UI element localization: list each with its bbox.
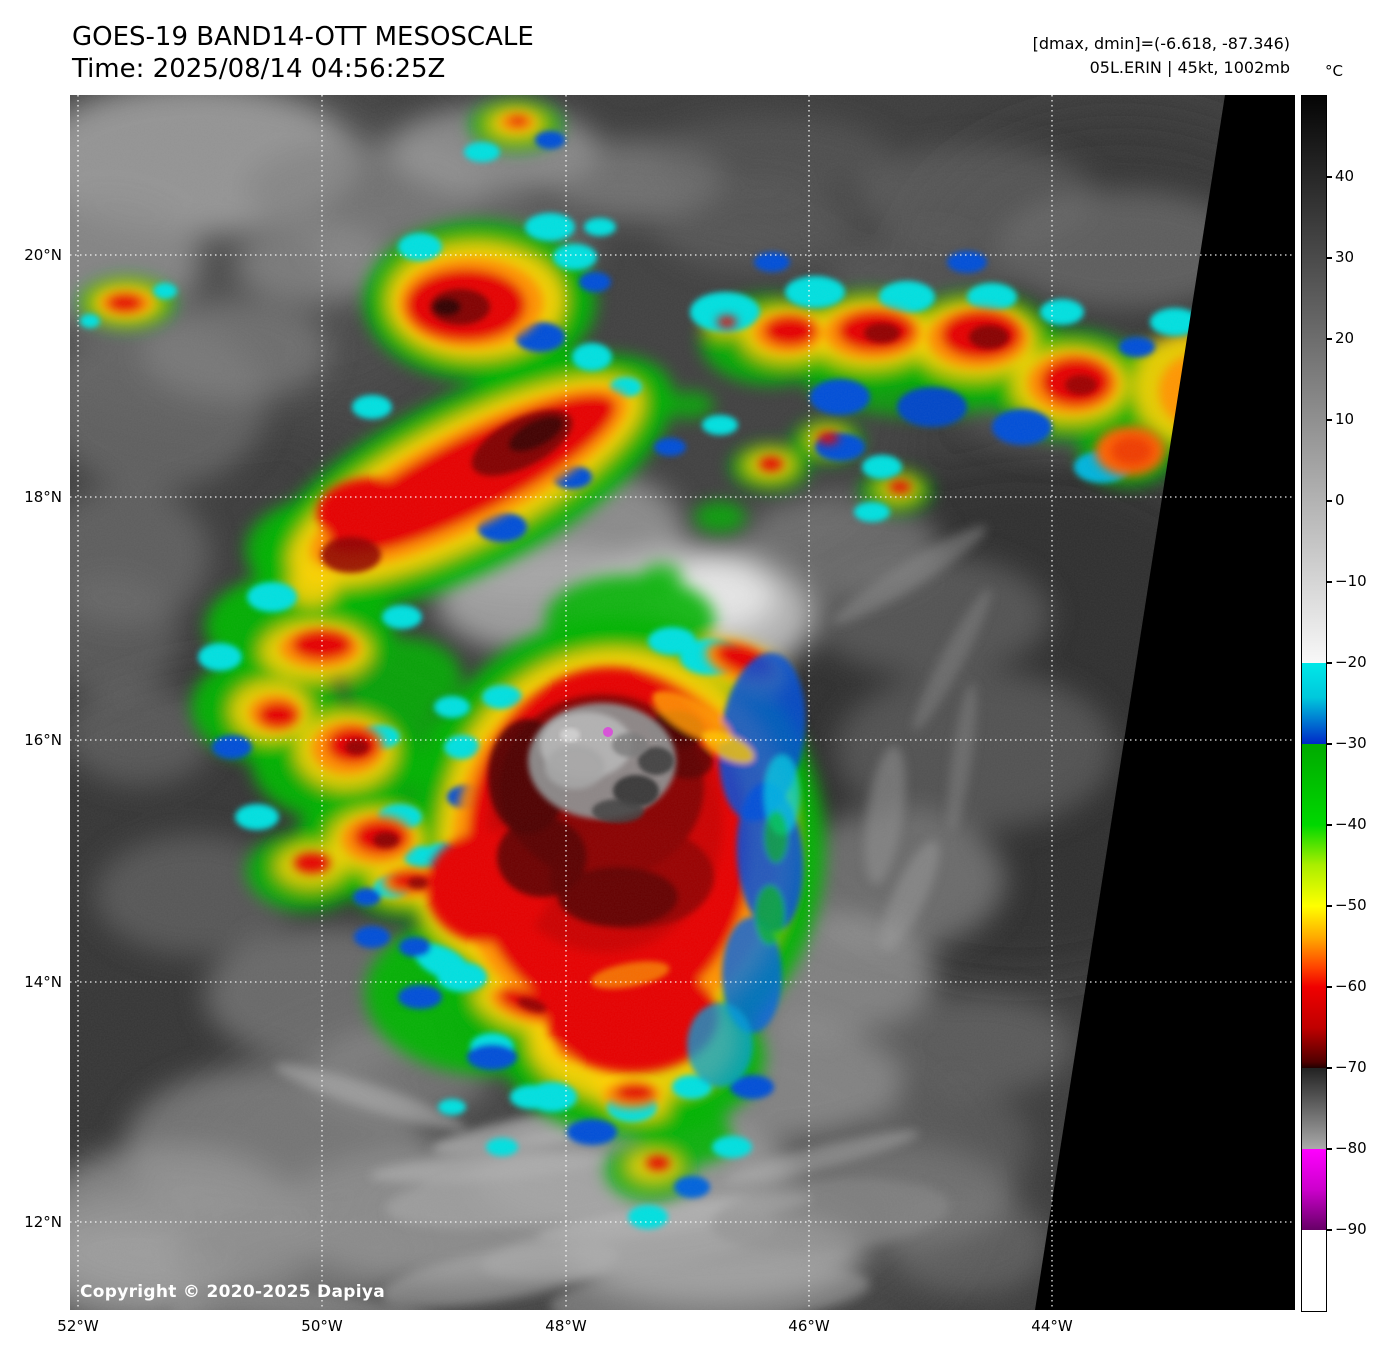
colorbar-tick-label: −20 (1335, 653, 1367, 671)
colorbar-tick-label: 30 (1335, 248, 1355, 266)
colorbar-tick (1327, 986, 1332, 988)
colorbar-tick-label: 0 (1335, 491, 1345, 509)
colorbar-tick (1327, 1229, 1332, 1231)
lat-label: 20°N (24, 246, 62, 264)
colorbar-tick (1327, 743, 1332, 745)
lon-label: 52°W (57, 1317, 99, 1335)
colorbar-tick-label: −50 (1335, 896, 1367, 914)
lat-label: 12°N (24, 1213, 62, 1231)
colorbar-tick (1327, 905, 1332, 907)
colorbar-tick (1327, 581, 1332, 583)
lon-label: 44°W (1031, 1317, 1073, 1335)
lat-label: 16°N (24, 731, 62, 749)
colorbar-tick (1327, 419, 1332, 421)
storm-info: 05L.ERIN | 45kt, 1002mb (1089, 58, 1290, 77)
colorbar-tick-label: 40 (1335, 167, 1355, 185)
colorbar-tick-label: −40 (1335, 815, 1367, 833)
colorbar-tick-label: 20 (1335, 329, 1355, 347)
colorbar-tick (1327, 500, 1332, 502)
lon-label: 50°W (301, 1317, 343, 1335)
colorbar-unit: °C (1325, 62, 1343, 80)
colorbar (1301, 95, 1327, 1312)
colorbar-tick-label: −70 (1335, 1058, 1367, 1076)
lat-label: 18°N (24, 488, 62, 506)
colorbar-tick-label: −10 (1335, 572, 1367, 590)
colorbar-tick (1327, 338, 1332, 340)
graticule (70, 95, 1295, 1310)
dmax-dmin-readout: [dmax, dmin]=(-6.618, -87.346) (1032, 34, 1290, 53)
colorbar-tick-label: −90 (1335, 1220, 1367, 1238)
colorbar-tick (1327, 824, 1332, 826)
colorbar-tick-label: 10 (1335, 410, 1355, 428)
product-title: GOES-19 BAND14-OTT MESOSCALE (72, 22, 534, 52)
lon-label: 48°W (545, 1317, 587, 1335)
colorbar-tick (1327, 662, 1332, 664)
colorbar-tick (1327, 1067, 1332, 1069)
product-time: Time: 2025/08/14 04:56:25Z (72, 54, 446, 84)
colorbar-tick (1327, 176, 1332, 178)
satellite-image (70, 95, 1295, 1310)
satellite-map: Copyright © 2020-2025 Dapiya (70, 95, 1295, 1310)
colorbar-tick (1327, 257, 1332, 259)
lon-label: 46°W (788, 1317, 830, 1335)
no-data-region (1035, 95, 1295, 1310)
colorbar-tick (1327, 1148, 1332, 1150)
colorbar-tick-label: −30 (1335, 734, 1367, 752)
product-meta: [dmax, dmin]=(-6.618, -87.346) 05L.ERIN … (1033, 32, 1290, 80)
copyright-text: Copyright © 2020-2025 Dapiya (80, 1282, 385, 1302)
colorbar-tick-label: −60 (1335, 977, 1367, 995)
lat-label: 14°N (24, 973, 62, 991)
colorbar-tick-label: −80 (1335, 1139, 1367, 1157)
